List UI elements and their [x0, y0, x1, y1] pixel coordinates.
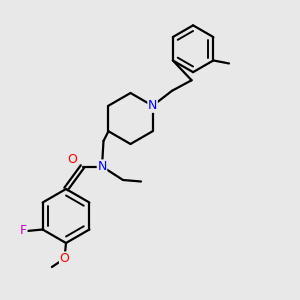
Text: O: O	[68, 152, 77, 166]
Text: N: N	[148, 99, 157, 112]
Text: O: O	[60, 252, 69, 265]
Text: N: N	[97, 160, 107, 173]
Text: F: F	[20, 224, 27, 238]
